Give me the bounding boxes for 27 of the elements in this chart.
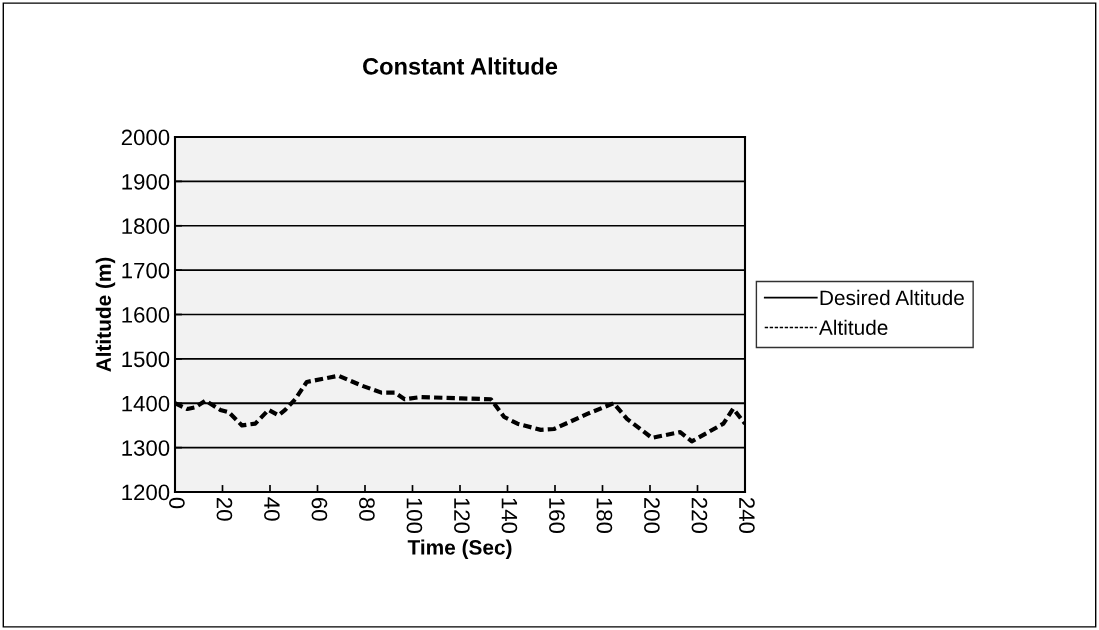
y-axis-title: Altitude (m) — [95, 257, 116, 372]
x-tick-label: 60 — [311, 497, 328, 521]
y-tick-label: 1900 — [122, 173, 170, 190]
legend-label: Desired Altitude — [820, 289, 964, 306]
x-tick-label: 20 — [216, 497, 233, 521]
x-tick-label: 180 — [596, 498, 613, 534]
legend-label: Altitude — [818, 319, 888, 336]
x-tick-label: 120 — [454, 498, 470, 534]
y-tick-label: 1500 — [122, 351, 170, 368]
y-tick-label: 1400 — [122, 395, 170, 412]
y-tick-label: 1200 — [122, 484, 170, 501]
x-tick-label: 140 — [501, 498, 518, 534]
x-tick-label: 40 — [264, 497, 280, 521]
chart-title: Constant Altitude — [363, 57, 558, 75]
y-tick-label: 1300 — [122, 440, 170, 456]
x-tick-label: 80 — [359, 497, 375, 521]
y-tick-label: 1700 — [122, 262, 170, 279]
x-tick-label: 0 — [169, 497, 185, 509]
x-tick-label: 240 — [739, 497, 755, 534]
y-tick-label: 1600 — [122, 307, 170, 323]
y-tick-label: 2000 — [121, 129, 170, 146]
x-tick-label: 100 — [406, 498, 423, 534]
y-tick-label: 1800 — [122, 218, 170, 235]
x-tick-label: 160 — [549, 498, 565, 534]
x-tick-label: 200 — [644, 497, 660, 534]
x-axis-title: Time (Sec) — [407, 539, 512, 559]
x-tick-label: 220 — [691, 497, 708, 534]
